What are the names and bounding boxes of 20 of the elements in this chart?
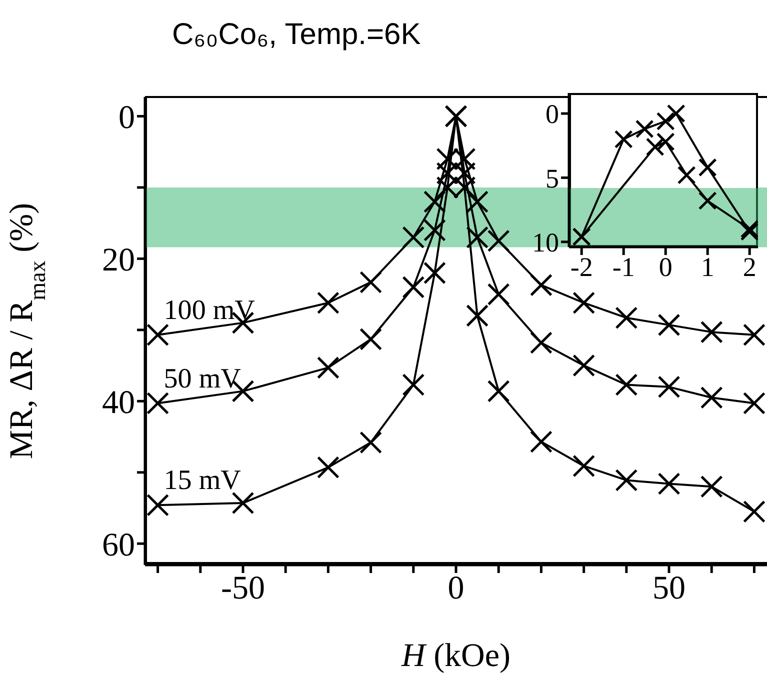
chart-title: C₆₀Co₆, Temp.=6K — [172, 18, 421, 52]
x-tick-label: 1 — [700, 252, 714, 282]
series-label: 50 mV — [164, 363, 241, 394]
x-tick-label: 2 — [742, 252, 756, 282]
y-tick-label: 5 — [546, 163, 559, 194]
x-tick-label: 0 — [448, 570, 464, 606]
x-axis-title: H (kOe) — [400, 638, 511, 674]
x-tick-label: 50 — [652, 570, 686, 606]
y-tick-label: 20 — [102, 242, 135, 278]
y-tick-label: 0 — [118, 100, 135, 136]
x-tick-label: -1 — [612, 252, 635, 282]
x-tick-label: 0 — [658, 252, 672, 282]
x-tick-label: -2 — [570, 252, 593, 282]
x-tick-label: -50 — [220, 570, 265, 606]
y-tick-label: 60 — [102, 527, 135, 564]
series-label: 15 mV — [164, 465, 241, 496]
series-label: 100 mV — [164, 294, 255, 326]
y-tick-label: 40 — [102, 384, 135, 421]
y-tick-label: 0 — [546, 99, 559, 130]
y-tick-label: 10 — [532, 227, 559, 258]
